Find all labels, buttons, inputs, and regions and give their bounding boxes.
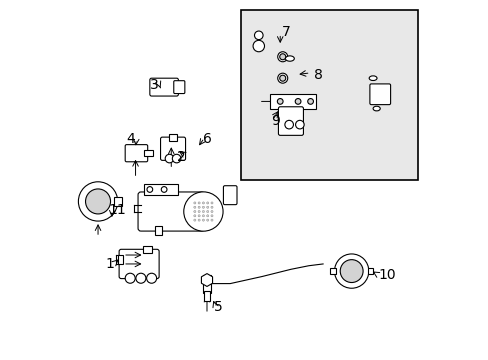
FancyBboxPatch shape: [369, 84, 390, 105]
Circle shape: [198, 206, 200, 208]
Circle shape: [172, 154, 181, 163]
Circle shape: [193, 219, 196, 221]
Circle shape: [202, 206, 204, 208]
Bar: [155, 226, 162, 235]
Bar: [203, 275, 211, 293]
Circle shape: [210, 219, 213, 221]
Bar: [142, 246, 151, 253]
Circle shape: [193, 211, 196, 213]
Bar: [118, 255, 123, 264]
Circle shape: [198, 215, 200, 217]
Text: 8: 8: [313, 68, 323, 82]
Text: 9: 9: [271, 114, 280, 128]
Bar: [329, 268, 335, 274]
Circle shape: [210, 202, 213, 204]
Text: 2: 2: [177, 150, 185, 164]
Ellipse shape: [368, 76, 376, 81]
FancyBboxPatch shape: [160, 137, 185, 160]
Circle shape: [206, 206, 208, 208]
Circle shape: [206, 215, 208, 217]
Circle shape: [161, 186, 166, 192]
Text: 11: 11: [108, 203, 126, 217]
Ellipse shape: [285, 56, 294, 61]
Circle shape: [183, 192, 223, 231]
Circle shape: [206, 211, 208, 213]
Circle shape: [202, 202, 204, 204]
Circle shape: [202, 219, 204, 221]
Bar: [168, 134, 177, 141]
Circle shape: [193, 202, 196, 204]
Text: 4: 4: [126, 132, 135, 146]
Circle shape: [85, 189, 110, 214]
FancyBboxPatch shape: [278, 107, 303, 135]
Circle shape: [206, 202, 208, 204]
Ellipse shape: [372, 106, 380, 111]
Circle shape: [277, 52, 287, 62]
Circle shape: [210, 206, 213, 208]
Circle shape: [198, 211, 200, 213]
FancyBboxPatch shape: [173, 81, 184, 94]
Circle shape: [210, 215, 213, 217]
Circle shape: [277, 73, 287, 83]
Circle shape: [202, 215, 204, 217]
Circle shape: [254, 31, 263, 40]
Circle shape: [210, 211, 213, 213]
Bar: [114, 197, 122, 206]
Circle shape: [307, 99, 313, 104]
Circle shape: [277, 99, 283, 104]
Circle shape: [198, 202, 200, 204]
Circle shape: [147, 186, 152, 192]
Bar: [367, 268, 372, 274]
Circle shape: [295, 99, 300, 104]
Circle shape: [253, 40, 264, 52]
Circle shape: [125, 273, 135, 283]
Circle shape: [198, 219, 200, 221]
Text: 1: 1: [105, 257, 114, 271]
Circle shape: [295, 120, 304, 129]
Circle shape: [285, 120, 293, 129]
Circle shape: [193, 206, 196, 208]
Text: 7: 7: [282, 25, 290, 39]
Circle shape: [334, 254, 368, 288]
Circle shape: [146, 273, 156, 283]
Bar: [203, 291, 209, 301]
FancyBboxPatch shape: [138, 192, 204, 231]
Circle shape: [136, 273, 145, 283]
Circle shape: [202, 211, 204, 213]
Circle shape: [206, 219, 208, 221]
Text: 10: 10: [378, 268, 395, 282]
Circle shape: [193, 215, 196, 217]
FancyBboxPatch shape: [149, 78, 178, 96]
Circle shape: [279, 54, 285, 60]
FancyBboxPatch shape: [125, 145, 147, 162]
Circle shape: [165, 154, 173, 163]
Text: 6: 6: [203, 132, 212, 146]
FancyBboxPatch shape: [119, 249, 159, 279]
FancyBboxPatch shape: [223, 186, 237, 204]
Bar: [144, 150, 153, 156]
Text: 3: 3: [150, 78, 159, 92]
Bar: [144, 184, 178, 195]
Circle shape: [279, 75, 285, 81]
Bar: [269, 94, 315, 109]
Circle shape: [78, 182, 118, 221]
Text: 5: 5: [214, 300, 223, 314]
Circle shape: [340, 260, 363, 283]
Bar: [241, 10, 417, 180]
